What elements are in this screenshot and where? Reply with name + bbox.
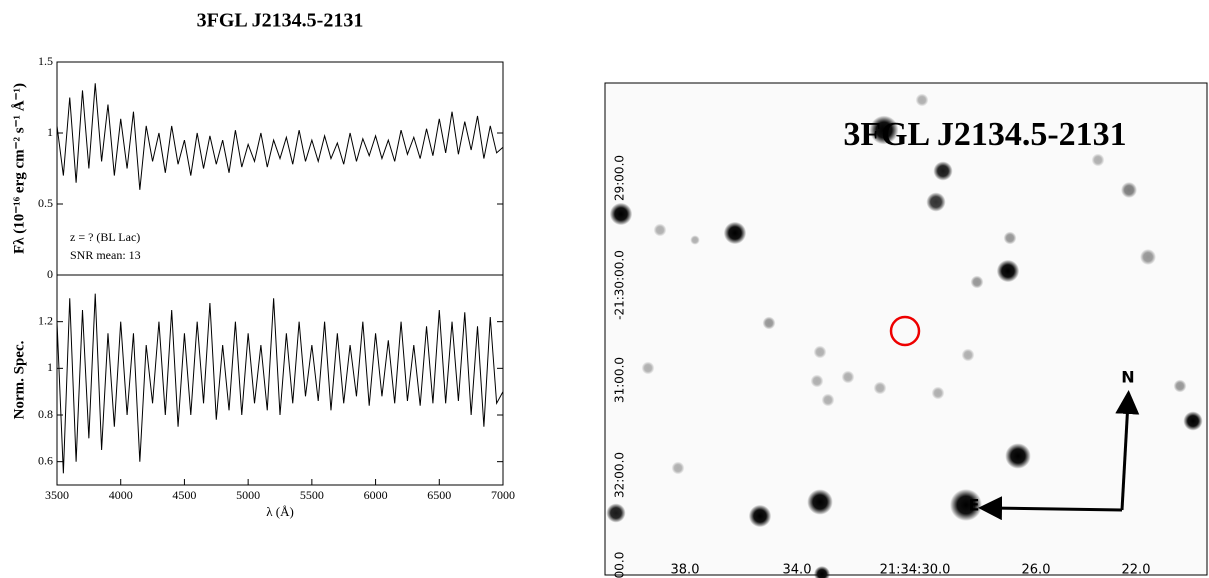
y-axis-label: Fλ (10⁻¹⁶ erg cm⁻² s⁻¹ Å⁻¹) (11, 83, 27, 254)
star (821, 393, 835, 407)
star (653, 223, 667, 237)
y-tick-label: 0.6 (38, 453, 53, 467)
x-axis-label: λ (Å) (266, 504, 294, 519)
x-tick-label: 3500 (45, 488, 69, 502)
star (1005, 443, 1031, 469)
star (873, 381, 887, 395)
star (690, 235, 700, 245)
star (810, 374, 824, 388)
star (869, 115, 899, 145)
star (671, 461, 685, 475)
east-arrow (978, 496, 1123, 521)
y-tick-label: 1.5 (38, 54, 53, 68)
ra-tick-label: 38.0 (671, 563, 700, 578)
y-axis-label: Norm. Spec. (11, 340, 27, 419)
target-circle (889, 315, 921, 347)
x-tick-label: 6500 (427, 488, 451, 502)
dec-tick-label: 00.0 (613, 552, 627, 578)
dec-tick-label: 31:00.0 (613, 357, 627, 403)
star (748, 504, 772, 528)
spectrum-line (56, 293, 504, 474)
x-tick-label: 5000 (236, 488, 260, 502)
y-tick-label: 0 (47, 267, 53, 281)
star (606, 503, 626, 523)
x-tick-label: 5500 (300, 488, 324, 502)
dec-tick-label: 29:00.0 (613, 155, 627, 201)
star (807, 489, 833, 515)
east-label: E (969, 496, 980, 515)
star (1140, 249, 1156, 265)
star (926, 192, 946, 212)
ra-tick-label: 22.0 (1122, 563, 1151, 578)
y-tick-label: 0.8 (38, 407, 53, 421)
star (609, 202, 633, 226)
star (1173, 379, 1187, 393)
star (961, 348, 975, 362)
ra-tick-label: 34.0 (783, 563, 812, 578)
star (915, 93, 929, 107)
y-tick-label: 1 (47, 360, 53, 374)
y-tick-label: 1.2 (38, 313, 53, 327)
star (1091, 153, 1105, 167)
star-field (606, 93, 1203, 578)
dec-tick-label: 32:00.0 (613, 452, 627, 498)
y-tick-label: 0.5 (38, 196, 53, 210)
finding-chart-frame (604, 82, 1208, 576)
spectrum-line (56, 83, 504, 190)
north-label: N (1121, 368, 1134, 387)
star (1183, 411, 1203, 431)
star (814, 566, 830, 578)
plot-frame (56, 274, 504, 486)
star (1121, 182, 1137, 198)
star (723, 221, 747, 245)
annotation: SNR mean: 13 (70, 248, 141, 262)
star (950, 489, 982, 521)
ra-tick-label: 26.0 (1022, 563, 1051, 578)
dec-tick-label: -21:30:00.0 (613, 250, 627, 320)
star (641, 361, 655, 375)
x-tick-label: 4500 (172, 488, 196, 502)
star (970, 275, 984, 289)
annotation: z = ? (BL Lac) (70, 230, 140, 244)
finding-chart-title: 3FGL J2134.5-2131 (843, 116, 1126, 153)
x-tick-label: 6000 (364, 488, 388, 502)
star (813, 345, 827, 359)
y-tick-label: 1 (47, 125, 53, 139)
x-tick-label: 4000 (109, 488, 133, 502)
star (1003, 231, 1017, 245)
star (931, 386, 945, 400)
north-arrow (1115, 390, 1140, 511)
star (996, 259, 1020, 283)
star (841, 370, 855, 384)
chart-title: 3FGL J2134.5-2131 (197, 10, 364, 32)
x-tick-label: 7000 (491, 488, 515, 502)
ra-tick-label: 21:34:30.0 (880, 563, 951, 578)
star (933, 161, 953, 181)
star (762, 316, 776, 330)
